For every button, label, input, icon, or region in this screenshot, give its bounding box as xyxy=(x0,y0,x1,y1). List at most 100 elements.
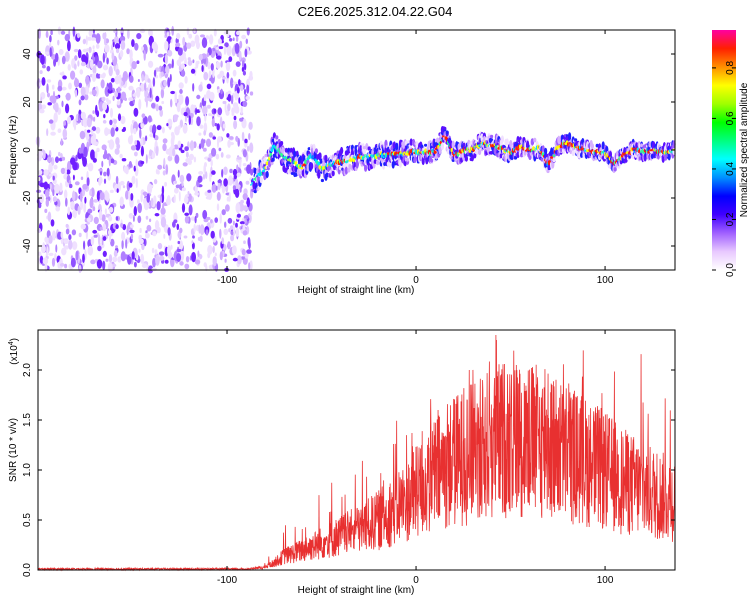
noise-blob xyxy=(49,35,52,43)
noise-blob xyxy=(90,37,96,41)
noise-blob xyxy=(36,189,42,193)
noise-blob xyxy=(191,240,194,244)
noise-blob xyxy=(200,138,205,149)
noise-blob xyxy=(115,68,120,76)
noise-blob xyxy=(197,175,203,183)
noise-blob xyxy=(74,55,78,61)
ridge-halo-blob xyxy=(312,143,316,152)
noise-blob xyxy=(130,224,134,229)
noise-blob xyxy=(93,116,96,122)
noise-blob xyxy=(176,59,182,67)
noise-blob xyxy=(48,163,53,173)
noise-blob xyxy=(214,252,217,257)
ridge-halo-blob xyxy=(530,138,535,146)
noise-blob xyxy=(46,156,53,163)
noise-blob xyxy=(235,227,240,237)
noise-blob xyxy=(248,262,251,270)
noise-blob xyxy=(64,51,70,62)
noise-blob xyxy=(131,175,136,185)
noise-blob xyxy=(82,156,87,167)
noise-blob xyxy=(197,250,200,257)
noise-blob xyxy=(70,70,76,80)
noise-blob xyxy=(58,157,63,162)
noise-blob xyxy=(225,154,231,159)
noise-blob xyxy=(241,57,246,63)
noise-blob xyxy=(74,181,80,186)
colorbar-ticks: 0.0 0.2 0.4 0.6 0.8 xyxy=(712,61,736,277)
colorbar-tick-label: 0.0 xyxy=(725,263,736,277)
noise-blob xyxy=(239,160,242,169)
noise-blob xyxy=(236,87,240,94)
noise-blob xyxy=(171,25,175,36)
ridge-halo-blob xyxy=(250,169,254,176)
noise-blob xyxy=(48,119,54,124)
noise-blob xyxy=(173,114,179,119)
noise-blob xyxy=(64,263,68,269)
noise-blob xyxy=(96,147,100,153)
noise-blob xyxy=(68,183,73,189)
noise-blob xyxy=(116,100,121,106)
noise-blob xyxy=(115,175,119,185)
noise-blob xyxy=(228,141,234,146)
noise-blob xyxy=(205,35,209,40)
noise-blob xyxy=(101,96,106,102)
ridge-halo-blob xyxy=(259,176,263,184)
noise-blob xyxy=(188,33,193,39)
noise-blob xyxy=(212,136,216,140)
noise-blob xyxy=(235,135,239,142)
noise-blob xyxy=(44,51,50,55)
noise-blob xyxy=(201,37,208,49)
noise-blob xyxy=(130,193,134,201)
noise-blob xyxy=(63,189,68,199)
noise-blob xyxy=(217,89,221,94)
noise-blob xyxy=(119,180,125,186)
colorbar-tick-label: 0.4 xyxy=(725,162,736,176)
noise-blob xyxy=(212,256,217,267)
noise-blob xyxy=(162,138,168,144)
noise-blob xyxy=(128,191,131,201)
noise-blob xyxy=(77,205,81,215)
ridge-halo-blob xyxy=(473,152,477,159)
noise-blob xyxy=(184,146,189,152)
noise-blob xyxy=(246,27,250,36)
noise-blob xyxy=(207,61,211,70)
snr-plot-area xyxy=(38,330,675,570)
noise-blob xyxy=(117,86,121,94)
noise-blob xyxy=(63,238,69,245)
noise-blob xyxy=(57,39,60,46)
noise-blob xyxy=(42,257,49,265)
x-tick-label: 100 xyxy=(597,575,614,586)
noise-blob xyxy=(131,39,135,48)
noise-blob xyxy=(52,196,58,203)
noise-blob xyxy=(208,34,214,45)
noise-blob xyxy=(235,61,241,67)
noise-blob xyxy=(134,151,138,157)
noise-blob xyxy=(242,149,247,158)
noise-blob xyxy=(184,56,187,66)
noise-blob xyxy=(114,35,119,44)
noise-blob xyxy=(108,229,112,236)
noise-blob xyxy=(205,171,208,180)
noise-blob xyxy=(222,100,227,105)
noise-blob xyxy=(128,182,133,188)
ridge-halo-blob xyxy=(383,162,387,166)
ridge-halo-blob xyxy=(252,181,256,190)
spectrogram-x-ticks: -100 0 100 xyxy=(217,30,614,286)
ridge-halo-blob xyxy=(392,141,396,150)
noise-blob xyxy=(99,74,103,78)
noise-blob xyxy=(218,46,224,50)
noise-blob xyxy=(154,249,158,255)
ridge-halo-blob xyxy=(271,157,275,162)
noise-blob xyxy=(160,88,165,99)
noise-blob xyxy=(65,169,71,175)
noise-blob xyxy=(39,108,45,114)
noise-blob xyxy=(215,185,218,191)
noise-blob xyxy=(198,53,203,61)
noise-blob xyxy=(236,172,241,177)
noise-blob xyxy=(165,148,171,155)
noise-blob xyxy=(80,111,87,120)
noise-blob xyxy=(226,61,230,71)
noise-blob xyxy=(74,89,78,98)
noise-blob xyxy=(210,230,215,239)
